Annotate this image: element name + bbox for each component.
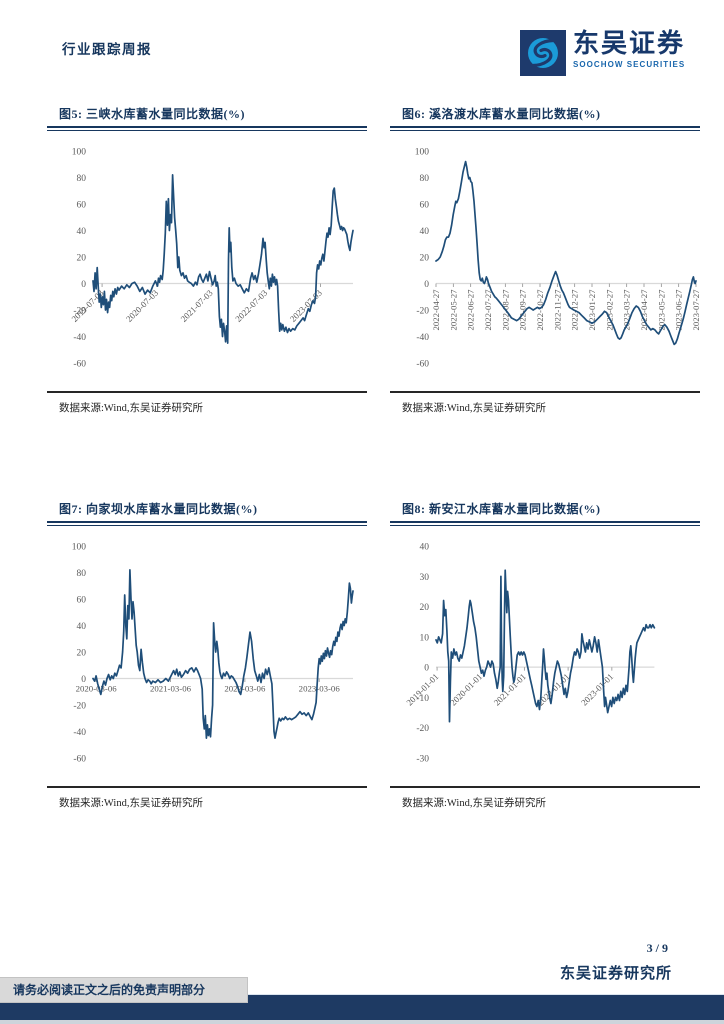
- x-tick-label: 2022-09-27: [518, 289, 528, 331]
- data-line: [92, 174, 354, 344]
- x-tick-label: 2022-11-27: [552, 289, 562, 330]
- data-line: [92, 569, 354, 739]
- y-tick-label: -40: [73, 333, 86, 343]
- figure-8-title: 图8: 新安江水库蓄水量同比数据(%): [402, 502, 601, 516]
- y-tick-label: 0: [81, 280, 86, 290]
- figure-bottom-rule: [390, 786, 700, 788]
- y-tick-label: -20: [416, 724, 429, 734]
- data-line: [435, 160, 697, 346]
- institute-label: 东吴证券研究所: [559, 966, 672, 982]
- figure-5-title: 图5: 三峡水库蓄水量同比数据(%): [59, 107, 245, 121]
- x-tick-label: 2022-04-27: [431, 289, 441, 331]
- y-tick-label: 100: [72, 148, 87, 158]
- x-tick-label: 2022-06-27: [466, 289, 476, 331]
- y-tick-label: -60: [73, 755, 86, 765]
- brand-name-en: SOOCHOW SECURITIES: [573, 60, 686, 69]
- y-tick-label: 40: [77, 622, 87, 632]
- x-tick-label: 2022-07-03: [233, 287, 270, 324]
- y-tick-label: -20: [73, 307, 86, 317]
- y-tick-label: 80: [420, 174, 430, 184]
- y-tick-label: 40: [420, 227, 430, 237]
- x-tick-label: 2021-03-06: [150, 684, 192, 694]
- figure-6-title: 图6: 溪洛渡水库蓄水量同比数据(%): [402, 107, 601, 121]
- y-tick-label: 20: [77, 254, 87, 264]
- brand-text: 东吴证券 SOOCHOW SECURITIES: [573, 29, 686, 70]
- soochow-logo-icon: [520, 30, 566, 76]
- figure-bottom-rule: [47, 786, 367, 788]
- y-tick-label: 20: [420, 254, 430, 264]
- y-tick-label: -10: [416, 694, 429, 704]
- y-tick-label: 30: [420, 573, 430, 583]
- x-tick-label: 2022-07-27: [483, 289, 493, 331]
- chart-xiangjiaba: 100 80 60 40 20 0 -20 -40 -60 2020-03-06 2021-03-0…: [72, 543, 354, 765]
- x-tick-label: 2023-03-27: [622, 289, 632, 331]
- y-tick-label: 0: [424, 280, 429, 290]
- y-tick-label: -20: [73, 702, 86, 712]
- x-tick-label: 2020-03-06: [76, 684, 118, 694]
- x-tick-label: 2022-05-27: [448, 289, 458, 331]
- x-tick-label: 2020-01-01: [448, 671, 484, 707]
- data-line: [435, 569, 656, 723]
- y-tick-label: 80: [77, 174, 87, 184]
- y-tick-label: 20: [77, 649, 87, 659]
- chart-xiluodu: 100 80 60 40 20 0 -20 -40 -60 2022-04-27 2022-05-2…: [415, 148, 701, 370]
- disclaimer-note: 请务必阅读正文之后的免责声明部分: [0, 977, 248, 1003]
- footer-strip: [0, 1020, 724, 1024]
- y-tick-label: -60: [73, 360, 86, 370]
- x-tick-label: 2023-03-06: [299, 684, 341, 694]
- y-tick-label: 100: [415, 148, 430, 158]
- title-rule: [47, 521, 367, 526]
- x-tick-label: 2021-01-01: [492, 671, 528, 707]
- y-tick-label: 60: [77, 596, 87, 606]
- figure-6: 图6: 溪洛渡水库蓄水量同比数据(%) 100 80 60 40 20 0 -20 -40 -6…: [390, 103, 701, 415]
- x-tick-label: 2021-07-03: [179, 287, 216, 324]
- figure-bottom-rule: [47, 391, 367, 393]
- figure-5-source: 数据来源:Wind,东吴证券研究所: [59, 403, 203, 414]
- y-tick-label: 0: [424, 664, 429, 674]
- x-tick-label: 2023-05-27: [656, 289, 666, 331]
- y-tick-label: -40: [73, 728, 86, 738]
- y-tick-label: 40: [77, 227, 87, 237]
- x-tick-label: 2023-01-27: [587, 289, 597, 331]
- figure-8: 图8: 新安江水库蓄水量同比数据(%) 40 30 20 10 0 -10 -20 -30 20…: [390, 498, 700, 810]
- y-tick-label: 80: [77, 569, 87, 579]
- figure-7-title: 图7: 向家坝水库蓄水量同比数据(%): [59, 502, 258, 516]
- figure-7: 图7: 向家坝水库蓄水量同比数据(%) 100 80 60 40 20 0 -20 -40 -6…: [47, 498, 367, 810]
- y-tick-label: 100: [72, 543, 87, 553]
- figure-5: 图5: 三峡水库蓄水量同比数据(%) 100 80 60 40 20 0 -20 -40 -60…: [47, 103, 367, 415]
- x-tick-label: 2020-07-03: [124, 287, 161, 324]
- y-tick-label: 0: [81, 675, 86, 685]
- y-tick-label: -40: [416, 333, 429, 343]
- y-tick-label: 60: [420, 201, 430, 211]
- figure-bottom-rule: [390, 391, 700, 393]
- x-tick-label: 2023-02-27: [604, 289, 614, 331]
- x-tick-label: 2023-06-27: [674, 289, 684, 331]
- title-rule: [47, 126, 367, 131]
- figure-7-source: 数据来源:Wind,东吴证券研究所: [59, 798, 203, 809]
- figure-6-source: 数据来源:Wind,东吴证券研究所: [402, 403, 546, 414]
- y-tick-label: 60: [77, 201, 87, 211]
- report-type-label: 行业跟踪周报: [62, 42, 152, 57]
- brand-name-cn: 东吴证券: [573, 29, 686, 58]
- y-tick-label: -20: [416, 307, 429, 317]
- figure-8-source: 数据来源:Wind,东吴证券研究所: [402, 798, 546, 809]
- brand-block: 东吴证券 SOOCHOW SECURITIES: [520, 30, 685, 76]
- x-tick-label: 2022-10-27: [535, 289, 545, 331]
- y-tick-label: 10: [420, 633, 430, 643]
- x-tick-label: 2022-03-06: [224, 684, 266, 694]
- y-tick-label: 40: [420, 543, 430, 553]
- y-tick-label: 20: [420, 603, 430, 613]
- y-tick-label: -60: [416, 360, 429, 370]
- x-tick-label: 2023-04-27: [639, 289, 649, 331]
- x-tick-label: 2023-07-27: [691, 289, 701, 331]
- title-rule: [390, 521, 700, 526]
- page-number: 3 / 9: [646, 941, 668, 955]
- y-tick-label: -30: [416, 755, 429, 765]
- title-rule: [390, 126, 700, 131]
